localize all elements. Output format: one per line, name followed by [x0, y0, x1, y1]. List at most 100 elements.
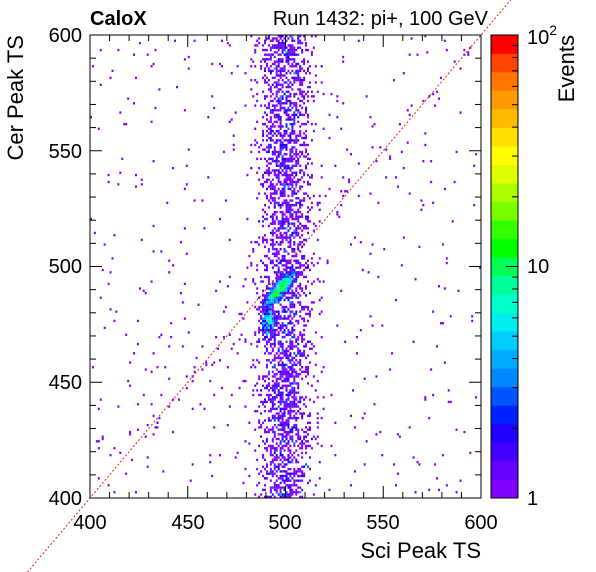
heatmap-cell	[277, 169, 280, 172]
heatmap-cell	[314, 65, 317, 68]
heatmap-cell	[275, 241, 278, 244]
heatmap-cell	[279, 234, 282, 237]
heatmap-cell	[262, 301, 265, 304]
heatmap-cell	[283, 423, 286, 427]
heatmap-cell	[283, 183, 286, 186]
heatmap-cell	[303, 227, 306, 230]
heatmap-cell	[273, 227, 276, 230]
heatmap-cell	[307, 194, 309, 198]
heatmap-cell	[314, 352, 317, 355]
heatmap-cell	[265, 287, 268, 290]
heatmap-cell	[265, 366, 268, 369]
heatmap-cell	[287, 287, 290, 290]
heatmap-cell	[265, 238, 268, 242]
heatmap-cell	[256, 99, 259, 103]
heatmap-cell	[228, 44, 231, 47]
heatmap-cell	[267, 416, 270, 420]
heatmap-cell	[164, 366, 167, 369]
heatmap-cell	[281, 396, 284, 399]
color-scale-label: 10	[527, 256, 549, 278]
heatmap-cell	[361, 416, 364, 420]
heatmap-cell	[295, 370, 298, 374]
heatmap-cell	[326, 259, 329, 262]
heatmap-cell	[220, 39, 223, 42]
heatmap-cell	[291, 345, 294, 348]
color-scale-step	[491, 90, 518, 110]
heatmap-cell	[271, 414, 274, 418]
heatmap-cell	[273, 396, 276, 399]
heatmap-cell	[312, 375, 315, 378]
heatmap-cell	[264, 398, 266, 401]
heatmap-cell	[277, 178, 280, 181]
heatmap-cell	[303, 136, 306, 140]
heatmap-cell	[379, 430, 382, 434]
heatmap-cell	[269, 398, 272, 401]
heatmap-cell	[287, 69, 290, 73]
heatmap-cell	[279, 102, 282, 105]
heatmap-cell	[262, 298, 265, 302]
heatmap-cell	[295, 215, 298, 218]
heatmap-cell	[295, 173, 298, 177]
heatmap-cell	[303, 62, 306, 66]
heatmap-cell	[408, 113, 411, 117]
heatmap-cell	[295, 280, 298, 283]
heatmap-cell	[273, 354, 276, 357]
heatmap-cell	[295, 433, 298, 436]
heatmap-cell	[273, 294, 276, 297]
heatmap-cell	[256, 264, 259, 267]
heatmap-cell	[269, 243, 272, 246]
heatmap-cell	[281, 210, 284, 214]
heatmap-cell	[134, 491, 137, 494]
heatmap-cell	[279, 236, 282, 239]
heatmap-cell	[293, 474, 296, 478]
heatmap-cell	[281, 335, 284, 339]
heatmap-cell	[281, 187, 284, 191]
heatmap-cell	[275, 474, 278, 478]
heatmap-cell	[295, 76, 298, 80]
heatmap-cell	[285, 53, 288, 56]
heatmap-cell	[232, 342, 235, 346]
heatmap-cell	[389, 155, 392, 158]
heatmap-cell	[279, 428, 282, 431]
heatmap-cell	[258, 495, 261, 498]
heatmap-cell	[273, 389, 276, 392]
heatmap-cell	[279, 166, 282, 170]
heatmap-cell	[271, 317, 274, 320]
heatmap-cell	[305, 287, 308, 290]
heatmap-cell	[265, 241, 268, 244]
heatmap-cell	[299, 67, 302, 70]
heatmap-cell	[285, 118, 288, 121]
heatmap-cell	[91, 366, 94, 369]
heatmap-cell	[262, 238, 265, 242]
heatmap-cell	[297, 275, 300, 279]
heatmap-cell	[269, 118, 272, 121]
heatmap-cell	[277, 444, 280, 448]
heatmap-cell	[314, 81, 317, 84]
heatmap-cell	[289, 157, 292, 161]
heatmap-cell	[291, 331, 294, 334]
heatmap-cell	[271, 426, 274, 429]
heatmap-cell	[289, 180, 292, 184]
heatmap-cell	[262, 400, 265, 404]
heatmap-cell	[285, 305, 288, 309]
heatmap-cell	[177, 398, 180, 401]
heatmap-cell	[179, 291, 182, 295]
heatmap-cell	[228, 275, 231, 279]
heatmap-cell	[269, 315, 272, 318]
heatmap-cell	[265, 291, 268, 295]
heatmap-cell	[291, 389, 294, 392]
heatmap-cell	[279, 194, 282, 198]
heatmap-cell	[285, 206, 288, 209]
heatmap-cell	[281, 416, 284, 420]
heatmap-cell	[307, 85, 309, 89]
heatmap-cell	[312, 345, 315, 348]
heatmap-cell	[422, 99, 425, 103]
heatmap-cell	[301, 465, 304, 468]
heatmap-cell	[305, 275, 308, 279]
heatmap-cell	[279, 289, 282, 293]
color-scale-step	[491, 479, 518, 499]
heatmap-cell	[293, 484, 296, 487]
heatmap-cell	[260, 393, 263, 397]
heatmap-cell	[285, 435, 288, 438]
